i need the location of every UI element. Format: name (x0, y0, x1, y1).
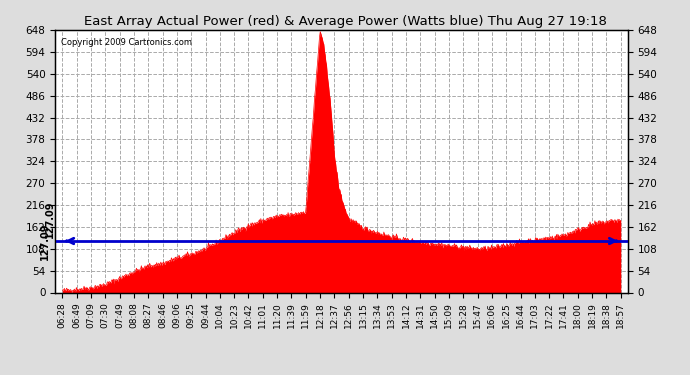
Text: East Array Actual Power (red) & Average Power (Watts blue) Thu Aug 27 19:18: East Array Actual Power (red) & Average … (83, 15, 607, 28)
Text: 127.09: 127.09 (39, 222, 50, 260)
Text: Copyright 2009 Cartronics.com: Copyright 2009 Cartronics.com (61, 38, 192, 47)
Text: 127.09: 127.09 (46, 200, 55, 238)
